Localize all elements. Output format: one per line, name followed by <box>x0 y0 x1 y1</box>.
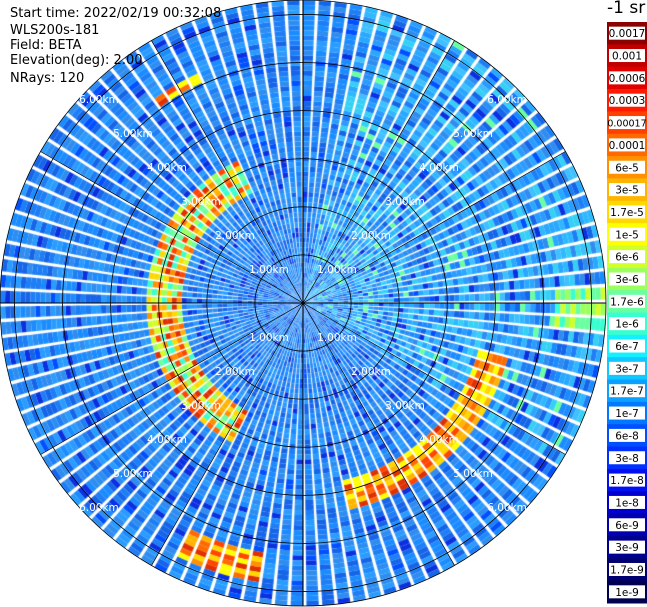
colorbar-tick-label: 3e-9 <box>615 542 639 554</box>
range-ring-label: 6.00km <box>487 94 527 106</box>
colorbar-label-box <box>609 451 645 465</box>
range-ring-label: 2.00km <box>215 366 255 378</box>
colorbar-label-box <box>609 49 645 63</box>
range-ring-label: 1.00km <box>249 264 289 276</box>
colorbar-tick-label: 1e-8 <box>615 497 639 509</box>
nrays-label: NRays: 120 <box>10 71 85 86</box>
colorbar-tick-label: 0.00017 <box>607 119 646 130</box>
colorbar-label-box <box>609 227 645 241</box>
azimuth-spoke <box>302 40 455 304</box>
colorbar-label-box <box>609 317 645 331</box>
colorbar-tick-label: 0.0003 <box>609 95 646 107</box>
colorbar-tick-label: 3e-6 <box>615 274 639 286</box>
colorbar-label-box <box>609 71 645 85</box>
azimuth-spoke <box>302 302 566 455</box>
colorbar-tick-label: 1.7e-6 <box>610 296 644 308</box>
azimuth-spoke <box>40 302 304 455</box>
colorbar-label-box <box>609 160 645 174</box>
colorbar-tick-label: 1.7e-9 <box>610 564 644 576</box>
azimuth-spoke <box>151 302 304 566</box>
colorbar-label-box <box>609 93 645 107</box>
range-ring-label: 2.00km <box>351 366 391 378</box>
range-ring-label: 2.00km <box>215 230 255 242</box>
colorbar-label-box <box>609 138 645 152</box>
colorbar-tick-label: 0.0006 <box>609 73 646 85</box>
range-ring-label: 4.00km <box>419 434 459 446</box>
range-ring-label: 5.00km <box>113 468 153 480</box>
range-ring-label: 5.00km <box>453 468 493 480</box>
colorbar-label-box <box>609 473 645 487</box>
azimuth-spoke <box>40 151 304 304</box>
colorbar-label-box <box>609 26 645 40</box>
range-ring-label: 6.00km <box>79 502 119 514</box>
colorbar-tick-label: 1e-6 <box>615 319 639 331</box>
range-ring-label: 4.00km <box>419 162 459 174</box>
colorbar-label-box <box>609 183 645 197</box>
colorbar-tick-label: 6e-5 <box>615 162 639 174</box>
colorbar-tick-label: 6e-6 <box>615 252 639 264</box>
range-ring-label: 6.00km <box>79 94 119 106</box>
colorbar-tick-label: 6e-8 <box>615 430 639 442</box>
range-ring-label: 1.00km <box>317 264 357 276</box>
range-ring-label: 3.00km <box>385 400 425 412</box>
ppi-overlay: 1.00km 1.00km 1.00km 1.00km 2.00km 2.00km 2.00… <box>0 0 607 607</box>
start-time-label: Start time: 2022/02/19 00:32:08 <box>10 6 222 21</box>
colorbar-label-box <box>609 294 645 308</box>
range-ring-label: 2.00km <box>351 230 391 242</box>
colorbar-label-box <box>609 562 645 576</box>
colorbar-tick-label: 1e-7 <box>615 408 639 420</box>
colorbar-tick-label: 6e-7 <box>615 341 639 353</box>
azimuth-spoke <box>302 302 455 566</box>
colorbar-tick-label: 1.7e-5 <box>610 207 644 219</box>
colorbar-tick-label: 1.7e-7 <box>610 386 644 398</box>
colorbar-tick-label: 0.0001 <box>609 140 646 152</box>
colorbar-label-box <box>609 205 645 219</box>
elevation-label: Elevation(deg): 2.00 <box>10 53 143 68</box>
colorbar-tick-label: 0.001 <box>612 51 642 63</box>
range-ring-label: 3.00km <box>385 196 425 208</box>
colorbar-label-box <box>609 540 645 554</box>
instrument-label: WLS200s-181 <box>10 23 100 38</box>
range-ring-label: 3.00km <box>181 400 221 412</box>
range-ring-label: 6.00km <box>487 502 527 514</box>
colorbar-label-box <box>609 339 645 353</box>
colorbar-tick-label: 6e-9 <box>615 520 639 532</box>
range-ring-label: 1.00km <box>249 332 289 344</box>
range-ring-label: 5.00km <box>113 128 153 140</box>
colorbar-label-box <box>609 495 645 509</box>
colorbar-tick-label: 1e-9 <box>615 587 639 599</box>
colorbar-tick-label: 1.7e-8 <box>610 475 644 487</box>
colorbar-label-box <box>609 250 645 264</box>
colorbar-tick-label: 1e-5 <box>615 229 639 241</box>
colorbar-tick-label: 3e-5 <box>615 185 639 197</box>
colorbar-unit-label: -1 sr <box>607 0 646 18</box>
colorbar-label-box <box>609 384 645 398</box>
range-ring-label: 4.00km <box>147 434 187 446</box>
colorbar-label-box <box>609 406 645 420</box>
colorbar-tick-label: 3e-7 <box>615 363 639 375</box>
colorbar-label-box <box>609 428 645 442</box>
range-ring-label: 1.00km <box>317 332 357 344</box>
colorbar-tick-label: 0.0017 <box>609 28 646 40</box>
colorbar-label-box <box>609 518 645 532</box>
azimuth-spoke <box>151 40 304 304</box>
field-label: Field: BETA <box>10 38 82 53</box>
colorbar-label-box <box>609 272 645 286</box>
colorbar-label-box <box>609 585 645 599</box>
range-ring-label: 3.00km <box>181 196 221 208</box>
azimuth-spoke <box>302 151 566 304</box>
range-ring-label: 4.00km <box>147 162 187 174</box>
colorbar-label-box <box>609 116 645 130</box>
colorbar-label-box <box>609 361 645 375</box>
range-ring-label: 5.00km <box>453 128 493 140</box>
colorbar-tick-label: 3e-8 <box>615 453 639 465</box>
